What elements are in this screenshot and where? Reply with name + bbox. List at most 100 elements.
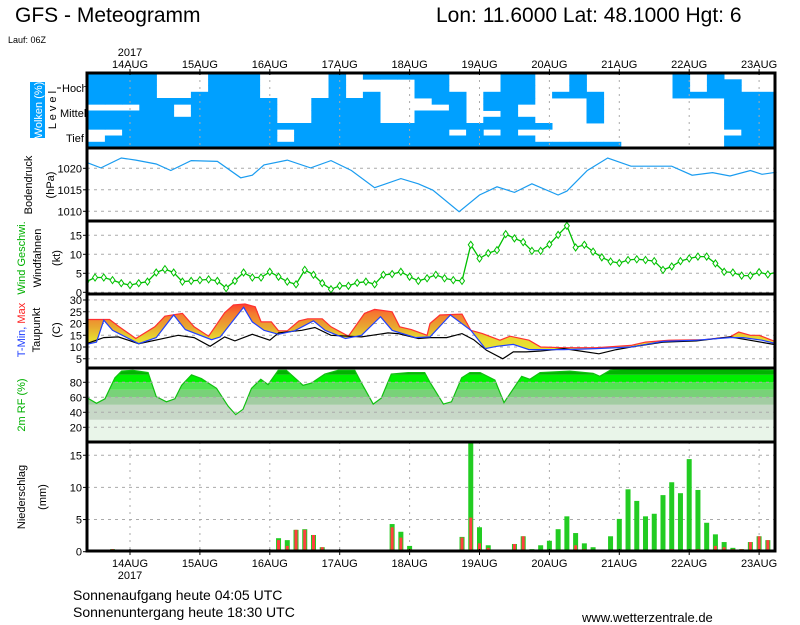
cloud-cell	[208, 135, 226, 143]
cloud-cell	[345, 129, 364, 136]
cloud-cell	[88, 74, 106, 80]
cloud-cell	[706, 85, 725, 93]
cloud-cell	[225, 79, 243, 86]
wind-marker	[441, 273, 448, 283]
cloud-cell	[586, 91, 605, 99]
website-link[interactable]: www.wetterzentrale.de	[581, 610, 713, 625]
cloud-cell	[724, 110, 742, 118]
cloud-cell	[414, 135, 433, 143]
temperature-range-fill	[88, 304, 774, 350]
cloud-cell	[500, 104, 519, 111]
y-tick-label: 10	[70, 342, 82, 354]
precip-total-bar	[651, 513, 657, 551]
precip-total-bar	[712, 534, 718, 551]
wind-marker	[415, 276, 422, 286]
cloud-cell	[758, 104, 774, 111]
cloud-cell	[139, 74, 157, 80]
precip-total-bar	[695, 489, 701, 551]
wind-marker	[651, 256, 658, 266]
cloud-cell	[104, 74, 123, 80]
level-high-label: Hoch	[62, 83, 88, 95]
wind-marker	[589, 247, 597, 257]
wind-marker	[327, 284, 335, 294]
wind-marker	[712, 259, 719, 268]
cloud-cell	[724, 116, 742, 124]
precip-axis-title: Niederschlag	[16, 465, 28, 529]
cloud-cell	[311, 110, 329, 118]
y-tick-label: 15	[70, 230, 82, 242]
cloud-cell	[139, 85, 157, 93]
cloud-cell	[208, 116, 226, 124]
cloud-cell	[586, 98, 605, 105]
date-label-bottom: 19AUG	[461, 558, 497, 570]
cloud-cell	[483, 123, 501, 130]
cloud-cell	[414, 85, 433, 93]
cloud-cell	[311, 116, 329, 124]
cloud-cell	[569, 79, 587, 86]
cloud-cell	[362, 123, 381, 130]
cloud-cell	[294, 141, 312, 147]
cloud-cell	[724, 135, 742, 143]
level-axis-title: L e v e l	[47, 91, 59, 129]
cloud-cell	[156, 141, 175, 147]
cloud-cell	[466, 123, 484, 130]
cloud-cell	[311, 123, 329, 130]
cloud-cell	[380, 74, 398, 80]
cloud-cell	[242, 79, 261, 86]
cloud-cell	[586, 104, 605, 111]
y-tick-label: 10	[70, 249, 82, 261]
wind-marker	[502, 229, 509, 239]
cloud-cell	[104, 116, 123, 124]
panel-border-pres	[85, 146, 777, 223]
cloud-cell	[362, 110, 381, 118]
cloud-cell	[225, 91, 243, 99]
cloud-cell	[139, 123, 157, 130]
wind-marker	[581, 240, 588, 250]
cloud-cell	[724, 104, 742, 111]
wind-marker	[100, 273, 107, 282]
y-tick-label: 0	[76, 547, 82, 559]
cloud-cell	[139, 135, 157, 143]
wind-marker	[249, 273, 256, 282]
cloud-cell	[190, 110, 209, 118]
dewpoint-axis-title: Taupunkt	[31, 308, 43, 353]
cloud-cell	[586, 116, 605, 124]
cloud-cell	[259, 129, 278, 136]
cloud-cell	[276, 141, 295, 147]
cloud-cell	[225, 104, 243, 111]
wind-marker	[170, 268, 177, 277]
cloud-cell	[208, 104, 226, 111]
wind-marker	[301, 265, 308, 275]
plot-panels	[85, 71, 777, 553]
cloud-cell	[741, 141, 759, 147]
rh-band	[87, 419, 775, 443]
cloud-cell	[483, 141, 501, 147]
cloud-cell	[139, 79, 157, 86]
cloud-cell	[208, 141, 226, 147]
cloud-cell	[500, 116, 519, 124]
temp-unit: (C)	[51, 322, 63, 337]
cloud-cell	[208, 98, 226, 105]
cloud-cell	[483, 135, 501, 143]
date-label-bottom: 21AUG	[601, 558, 637, 570]
cloud-cell	[104, 135, 123, 143]
wind-marker	[266, 267, 273, 277]
cloud-cell	[190, 129, 209, 136]
cloud-cell	[431, 85, 450, 93]
level-mid-label: Mittel	[60, 108, 86, 120]
precip-convective-bar	[294, 529, 298, 551]
precip-total-bar	[468, 443, 474, 551]
cloud-cell	[225, 135, 243, 143]
cloud-cell	[500, 123, 519, 130]
cloud-cell	[397, 123, 415, 130]
wind-marker	[109, 275, 116, 285]
precip-total-bar	[590, 547, 596, 551]
cloud-cell	[156, 110, 175, 118]
cloud-cell	[345, 104, 364, 111]
cloud-cell	[414, 110, 433, 118]
cloud-cell	[448, 116, 467, 124]
wind-marker	[389, 269, 396, 279]
cloud-cell	[156, 135, 175, 143]
cloud-cell	[380, 141, 398, 147]
